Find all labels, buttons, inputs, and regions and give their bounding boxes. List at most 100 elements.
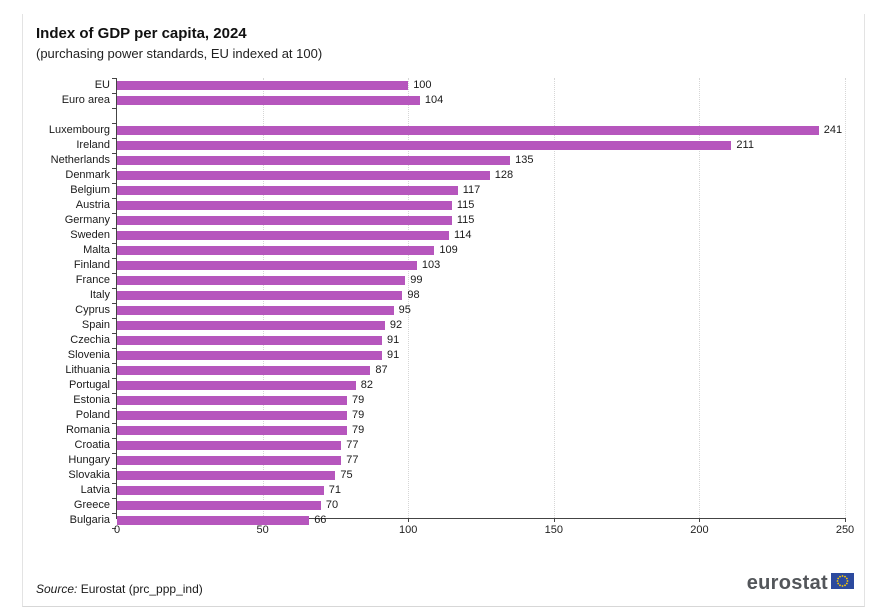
bar-rows: EU 100 Euro area 104 Luxembourg 241 Ireland 211…: [49, 78, 845, 528]
y-axis-tick: [112, 93, 116, 94]
value-label: 75: [340, 469, 353, 481]
bar: [117, 306, 394, 315]
bar-row: Ireland 211: [76, 138, 845, 153]
bar-row: Cyprus 95: [75, 303, 845, 318]
y-axis-tick: [112, 318, 116, 319]
x-axis-tick: [699, 518, 701, 522]
y-axis-tick: [112, 408, 116, 409]
category-label: Romania: [65, 424, 110, 436]
bar: [117, 216, 452, 225]
category-label: Slovakia: [68, 469, 110, 481]
x-axis-tick: [845, 518, 846, 522]
bar-row: Czechia 91: [70, 333, 845, 348]
bar: [117, 321, 385, 330]
value-label: 79: [352, 394, 365, 406]
y-axis-tick: [112, 393, 116, 394]
y-axis-tick: [112, 123, 116, 124]
bar: [117, 366, 371, 375]
bar-row: Netherlands 135: [51, 153, 845, 168]
value-label: 115: [456, 214, 475, 226]
eurostat-logo: eurostat: [747, 572, 854, 593]
bar-row: Slovenia 91: [68, 348, 845, 363]
category-label: Italy: [89, 289, 110, 301]
eurostat-wordmark: eurostat: [746, 571, 828, 594]
bar: [117, 156, 511, 165]
y-axis-tick: [112, 183, 116, 184]
bar: [117, 261, 417, 270]
category-label: Cyprus: [75, 304, 110, 316]
bar: [117, 126, 819, 135]
value-label: 95: [398, 304, 411, 316]
value-label: 135: [515, 154, 534, 166]
category-label: Ireland: [76, 139, 110, 151]
bar-row: Malta 109: [83, 243, 845, 258]
y-axis-tick: [112, 243, 116, 244]
value-label: 109: [439, 244, 458, 256]
bar-row: Italy 98: [90, 288, 845, 303]
bar-row: Spain 92: [82, 318, 845, 333]
y-axis-tick: [112, 303, 116, 304]
value-label: 92: [389, 319, 403, 331]
y-axis-tick: [112, 483, 116, 484]
bar: [117, 426, 348, 435]
bar: [117, 291, 403, 300]
y-axis-tick: [112, 228, 116, 229]
bar: [117, 201, 452, 210]
category-label: Lithuania: [65, 364, 110, 376]
value-label: 77: [346, 439, 359, 451]
y-axis-tick: [112, 273, 116, 274]
category-label: Belgium: [70, 184, 110, 196]
bar-row: Germany 115: [65, 213, 845, 228]
gridline: [699, 78, 701, 518]
x-axis-tick: [553, 518, 555, 522]
bar: [117, 501, 321, 510]
bar-row: Finland 103: [74, 258, 845, 273]
y-axis-tick: [112, 363, 116, 364]
value-label: 114: [453, 229, 472, 241]
value-label: 115: [456, 199, 475, 211]
y-axis-tick: [112, 378, 116, 379]
x-axis-tick-label: 0: [113, 524, 121, 536]
bar: [117, 141, 732, 150]
bar-row: Belgium 117: [70, 183, 845, 198]
bar-row: Romania 79: [66, 423, 845, 438]
value-label: 87: [375, 364, 388, 376]
y-axis-tick: [112, 288, 116, 289]
bar-row: Slovakia 75: [68, 468, 845, 483]
y-axis-tick: [112, 198, 116, 199]
bar: [117, 231, 449, 240]
category-label: Bulgaria: [69, 514, 110, 526]
value-label: 66: [314, 514, 327, 526]
bar: [117, 336, 382, 345]
eu-flag-icon: [831, 573, 854, 594]
bar-row: France 99: [76, 273, 845, 288]
bar: [117, 516, 310, 525]
bar: [117, 456, 342, 465]
bar: [117, 96, 420, 105]
y-axis-tick: [112, 333, 116, 334]
y-axis-tick: [112, 513, 116, 514]
y-axis-tick: [112, 498, 116, 499]
bar-row: Austria 115: [76, 198, 845, 213]
y-axis-tick: [112, 348, 116, 349]
bar-row: Bulgaria 66: [70, 513, 845, 528]
bar-row: Estonia 79: [73, 393, 845, 408]
value-label: 77: [346, 454, 359, 466]
chart-frame: Index of GDP per capita, 2024 (purchasin…: [22, 14, 865, 607]
chart-subtitle: (purchasing power standards, EU indexed …: [36, 46, 323, 61]
value-label: 128: [494, 169, 514, 181]
bar-row: Hungary 77: [68, 453, 845, 468]
category-label: Slovenia: [67, 349, 110, 361]
value-label: 91: [386, 349, 400, 361]
bar-row: Euro area 104: [62, 93, 845, 108]
bar: [117, 486, 324, 495]
source-text: Eurostat (prc_ppp_ind): [77, 582, 203, 596]
value-label: 79: [352, 409, 365, 421]
category-label: Latvia: [80, 484, 110, 496]
category-label: Croatia: [74, 439, 110, 451]
bar: [117, 171, 490, 180]
category-label: Denmark: [65, 169, 110, 181]
x-axis-tick-label: 250: [835, 524, 855, 536]
bar: [117, 276, 406, 285]
bar-row: Poland 79: [76, 408, 845, 423]
